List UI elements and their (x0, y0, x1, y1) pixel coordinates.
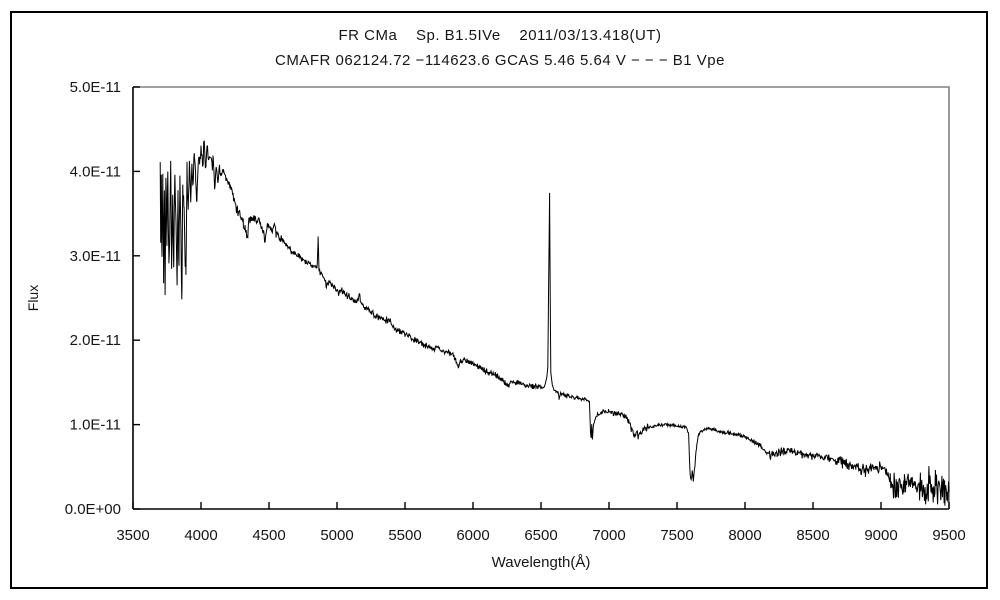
y-tick-label: 2.0E-11 (70, 332, 121, 349)
y-axis-title: Flux (25, 285, 41, 311)
x-tick-label: 3500 (116, 527, 149, 544)
x-tick-label: 4000 (184, 527, 217, 544)
x-axis-title: Wavelength(Å) (492, 554, 591, 571)
x-tick-label: 5500 (388, 527, 421, 544)
x-tick-label: 8500 (796, 527, 829, 544)
y-tick-label: 0.0E+00 (65, 501, 121, 518)
y-tick-label: 3.0E-11 (70, 248, 121, 265)
spectrum-line (159, 140, 950, 506)
plot-frame (133, 86, 950, 509)
chart-title: FR CMa Sp. B1.5IVe 2011/03/13.418(UT) (338, 27, 662, 44)
x-tick-label: 4500 (252, 527, 285, 544)
y-tick-label: 5.0E-11 (70, 79, 121, 96)
x-tick-label: 9000 (864, 527, 897, 544)
x-tick-label: 9500 (932, 527, 965, 544)
y-tick-label: 4.0E-11 (70, 163, 121, 180)
x-tick-label: 6000 (456, 527, 489, 544)
x-tick-label: 8000 (728, 527, 761, 544)
x-tick-label: 7500 (660, 527, 693, 544)
x-tick-label: 7000 (592, 527, 625, 544)
chart-subtitle: CMAFR 062124.72 −114623.6 GCAS 5.46 5.64… (274, 52, 725, 69)
figure-border (10, 11, 988, 589)
x-tick-label: 6500 (524, 527, 557, 544)
x-tick-label: 5000 (320, 527, 353, 544)
y-tick-label: 1.0E-11 (70, 417, 121, 434)
